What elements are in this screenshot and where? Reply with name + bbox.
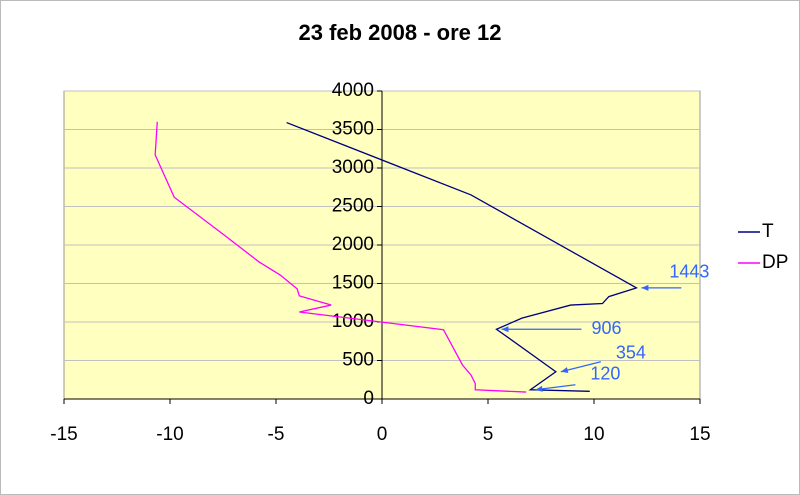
y-tick-label: 1000 [332,311,374,332]
annotation-arrowhead [501,326,509,333]
x-tick-label: 5 [483,424,494,445]
annotation-label: 354 [616,342,646,362]
y-tick-label: 4000 [332,80,374,101]
legend-label: DP [762,252,788,273]
x-tick-label: 0 [377,424,388,445]
annotation-arrowhead [641,284,649,291]
y-tick-label: 3500 [332,119,374,140]
x-tick-label: -15 [50,424,77,445]
annotation-arrowhead [535,385,543,392]
annotation-label: 120 [590,364,620,384]
y-tick-label: 3000 [332,157,374,178]
legend-label: T [762,221,774,242]
annotation-label: 906 [591,318,621,338]
line [154,121,527,393]
y-tick-label: 2500 [332,196,374,217]
annotation-label: 1443 [669,262,709,282]
x-tick-label: 10 [583,424,604,445]
x-tick-label: -10 [156,424,183,445]
y-tick-label: 2000 [332,234,374,255]
x-tick-label: -5 [268,424,285,445]
chart-title: 23 feb 2008 - ore 12 [298,20,501,45]
y-tick-label: 1500 [332,273,374,294]
x-tick-label: 15 [689,424,710,445]
line [286,121,639,392]
annotation-arrowhead [560,367,569,373]
y-tick-label: 500 [342,350,374,371]
